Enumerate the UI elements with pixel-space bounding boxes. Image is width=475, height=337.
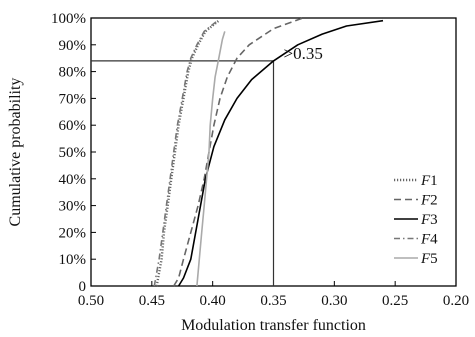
x-axis-label: Modulation transfer function [181, 317, 366, 334]
y-tick-label: 80% [59, 65, 87, 81]
y-axis-label: Cumulative probability [7, 78, 24, 227]
y-tick-label: 30% [59, 199, 87, 215]
legend-label-f5: F5 [420, 251, 438, 267]
x-tick-label: 0.30 [321, 293, 347, 309]
annotation-label: >0.35 [284, 44, 323, 63]
y-tick-label: 70% [59, 91, 87, 107]
y-tick-label: 10% [59, 252, 87, 268]
series-line-f4 [153, 20, 219, 287]
legend-label-f2: F2 [420, 193, 438, 209]
x-tick-label: 0.25 [382, 293, 408, 309]
y-tick-label: 0 [79, 279, 87, 295]
y-tick-label: 50% [59, 145, 87, 161]
guides-group [91, 60, 275, 286]
y-tick-label: 40% [59, 172, 87, 188]
x-tick-label: 0.45 [139, 293, 165, 309]
ticks-group: 0.50 0.45 0.40 0.35 0.30 0.25 0.20 0 10% 20% 30% 40… [51, 11, 469, 309]
legend: F1 F2 F3 F4 F5 [394, 173, 438, 267]
y-tick-label: 100% [51, 11, 86, 27]
y-tick-label: 60% [59, 118, 87, 134]
x-tick-label: 0.50 [78, 293, 104, 309]
y-tick-label: 20% [59, 225, 87, 241]
series-line-f3 [177, 19, 384, 287]
series-group [153, 17, 384, 287]
legend-label-f3: F3 [420, 212, 438, 228]
x-tick-label: 0.20 [443, 293, 469, 309]
series-line-f5 [196, 31, 226, 287]
legend-label-f1: F1 [420, 173, 438, 189]
y-tick-label: 90% [59, 38, 87, 54]
x-tick-label: 0.40 [200, 293, 226, 309]
series-line-f2 [173, 17, 303, 287]
x-tick-label: 0.35 [260, 293, 286, 309]
legend-label-f4: F4 [420, 232, 438, 248]
